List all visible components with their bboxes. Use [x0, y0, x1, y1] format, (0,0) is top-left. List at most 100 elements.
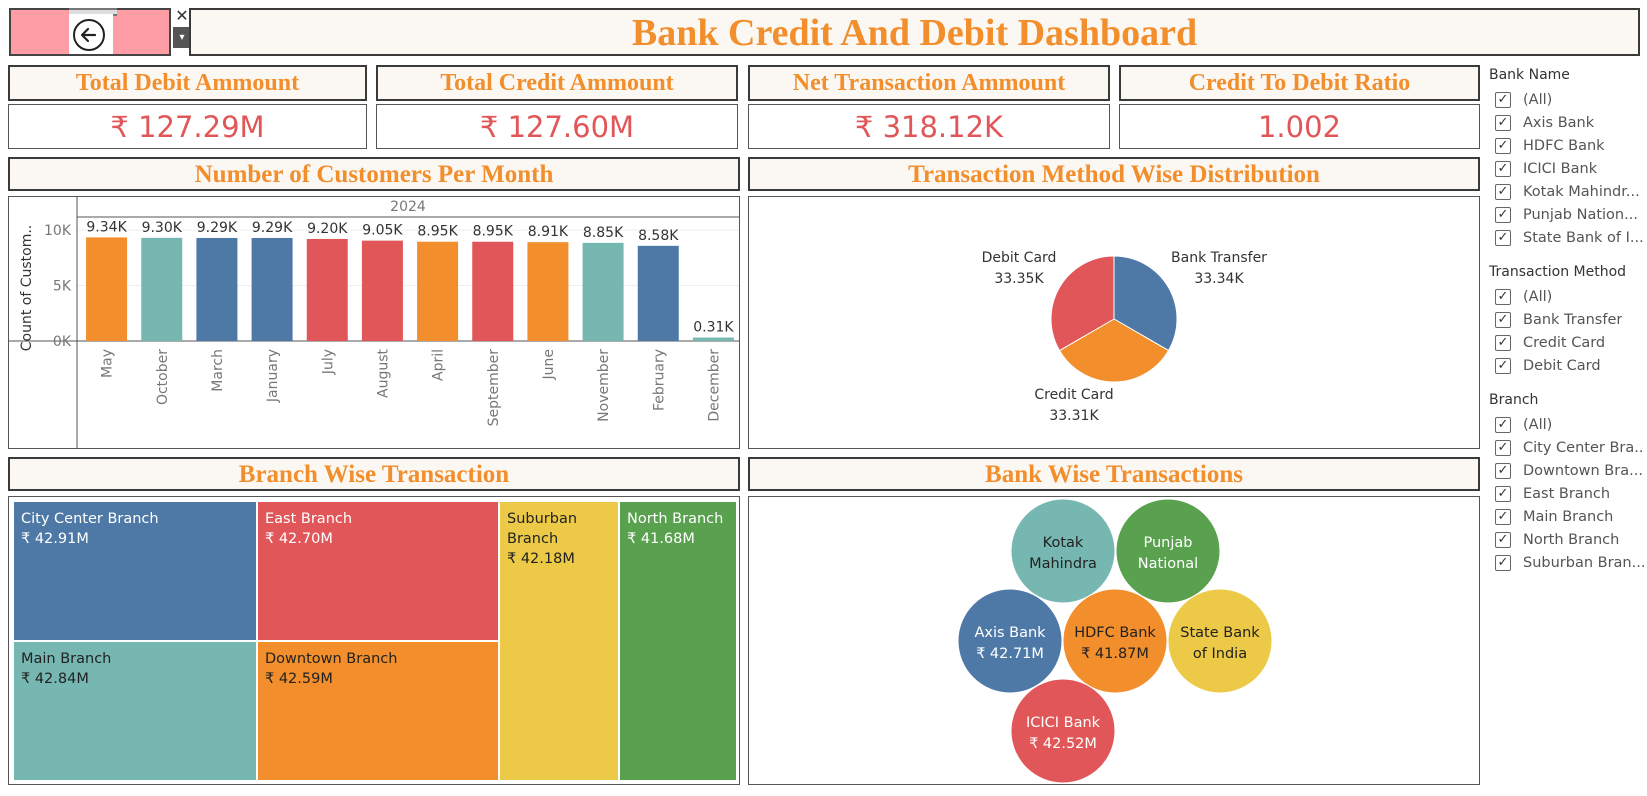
filter-option[interactable]: ✓ (All)	[1495, 89, 1645, 111]
method-distribution-title-text: Transaction Method Wise Distribution	[908, 161, 1320, 188]
bar-april[interactable]	[417, 241, 459, 341]
filter-option-label: Suburban Bran...	[1523, 555, 1645, 571]
close-icon[interactable]: ✕	[175, 6, 189, 25]
dropdown-icon[interactable]: ▾	[173, 27, 191, 48]
treemap-cell-main[interactable]: Main Branch ₹ 42.84M	[13, 641, 257, 781]
treemap-value: ₹ 42.59M	[265, 671, 333, 687]
checkbox[interactable]: ✓	[1495, 115, 1511, 131]
bar-data-label: 8.95K	[417, 224, 458, 240]
bar-september[interactable]	[472, 241, 514, 341]
bank-bubble-chart: Kotak Mahindra Punjab National Axis Bank…	[957, 498, 1273, 784]
treemap-cell-suburban[interactable]: Suburban Branch ₹ 42.18M	[499, 501, 619, 781]
filter-option[interactable]: ✓ Downtown Bra...	[1495, 460, 1645, 482]
bar-july[interactable]	[306, 238, 348, 341]
method-distribution-title: Transaction Method Wise Distribution	[748, 157, 1480, 191]
checkbox[interactable]: ✓	[1495, 138, 1511, 154]
filter-option[interactable]: ✓ Debit Card	[1495, 355, 1645, 377]
filter-option[interactable]: ✓ Credit Card	[1495, 332, 1645, 354]
treemap-value: ₹ 42.18M	[507, 551, 575, 567]
filter-option[interactable]: ✓ City Center Bra...	[1495, 437, 1645, 459]
checkbox[interactable]: ✓	[1495, 230, 1511, 246]
bar-data-label: 9.29K	[252, 220, 293, 236]
bar-march[interactable]	[196, 237, 238, 341]
filter-option[interactable]: ✓ Bank Transfer	[1495, 309, 1645, 331]
filter-option[interactable]: ✓ Kotak Mahindr...	[1495, 181, 1645, 203]
kpi-title-ratio: Credit To Debit Ratio	[1119, 65, 1480, 101]
treemap-cell-east[interactable]: East Branch ₹ 42.70M	[257, 501, 499, 641]
bar-data-label: 9.34K	[86, 219, 127, 235]
bar-august[interactable]	[361, 240, 403, 341]
filter-option[interactable]: ✓ ICICI Bank	[1495, 158, 1645, 180]
checkbox[interactable]: ✓	[1495, 335, 1511, 351]
checkbox[interactable]: ✓	[1495, 207, 1511, 223]
bubble-hdfc[interactable]: HDFC Bank ₹ 41.87M	[1062, 588, 1168, 694]
bar-data-label: 9.29K	[197, 220, 238, 236]
checkbox[interactable]: ✓	[1495, 532, 1511, 548]
bar-october[interactable]	[141, 237, 183, 341]
checkbox[interactable]: ✓	[1495, 509, 1511, 525]
pie-label-value: 33.34K	[1194, 271, 1244, 287]
checkbox[interactable]: ✓	[1495, 358, 1511, 374]
bar-data-label: 8.85K	[583, 225, 624, 241]
bar-december[interactable]	[692, 337, 734, 341]
checkbox[interactable]: ✓	[1495, 184, 1511, 200]
bubble-label: Mahindra	[1029, 556, 1097, 572]
filter-option[interactable]: ✓ State Bank of I...	[1495, 227, 1645, 249]
back-arrow-icon[interactable]	[73, 19, 105, 51]
checkbox[interactable]: ✓	[1495, 161, 1511, 177]
checkbox[interactable]: ✓	[1495, 92, 1511, 108]
bar-june[interactable]	[527, 242, 569, 341]
back-button[interactable]	[9, 8, 171, 56]
treemap-value: ₹ 42.70M	[265, 531, 333, 547]
filter-option[interactable]: ✓ Suburban Bran...	[1495, 552, 1645, 574]
filter-option[interactable]: ✓ East Branch	[1495, 483, 1645, 505]
filter-option[interactable]: ✓ HDFC Bank	[1495, 135, 1645, 157]
checkbox[interactable]: ✓	[1495, 440, 1511, 456]
kpi-value-credit: ₹ 127.60M	[376, 104, 738, 149]
checkbox[interactable]: ✓	[1495, 555, 1511, 571]
bar-may[interactable]	[86, 237, 128, 341]
filter-option-label: (All)	[1523, 92, 1553, 108]
bank-wise-title: Bank Wise Transactions	[748, 457, 1480, 491]
pie-slice-bank-transfer[interactable]	[1113, 255, 1178, 352]
method-pie-chart-panel: Bank Transfer 33.34K Credit Card 33.31K Debi…	[748, 196, 1480, 449]
treemap-cell-downtown[interactable]: Downtown Branch ₹ 42.59M	[257, 641, 499, 781]
filter-option[interactable]: ✓ Punjab Nation...	[1495, 204, 1645, 226]
bar-january[interactable]	[251, 237, 293, 341]
treemap-label: Downtown Branch	[265, 651, 398, 667]
checkbox[interactable]: ✓	[1495, 312, 1511, 328]
kpi-value-debit-text: ₹ 127.29M	[110, 110, 265, 144]
bubble-kotak[interactable]: Kotak Mahindra	[1010, 498, 1116, 604]
bar-data-label: 0.31K	[693, 320, 734, 336]
checkbox[interactable]: ✓	[1495, 463, 1511, 479]
x-tick-label: May	[100, 349, 116, 378]
pie-slice-credit-card[interactable]	[1058, 318, 1170, 383]
filter-option-label: Debit Card	[1523, 358, 1601, 374]
filter-option[interactable]: ✓ Axis Bank	[1495, 112, 1645, 134]
filter-option[interactable]: ✓ (All)	[1495, 414, 1645, 436]
treemap-cell-city-center[interactable]: City Center Branch ₹ 42.91M	[13, 501, 257, 641]
treemap-value: ₹ 42.84M	[21, 671, 89, 687]
bubble-axis[interactable]: Axis Bank ₹ 42.71M	[957, 588, 1063, 694]
bar-november[interactable]	[582, 242, 624, 341]
checkbox[interactable]: ✓	[1495, 289, 1511, 305]
filter-option[interactable]: ✓ (All)	[1495, 286, 1645, 308]
dashboard-title-text: Bank Credit And Debit Dashboard	[631, 12, 1198, 54]
bubble-label: HDFC Bank	[1074, 625, 1156, 641]
bubble-punjab[interactable]: Punjab National	[1115, 498, 1221, 604]
dashboard-title: Bank Credit And Debit Dashboard	[189, 8, 1640, 56]
bubble-label: State Bank	[1180, 625, 1260, 641]
treemap-cell-north[interactable]: North Branch ₹ 41.68M	[619, 501, 737, 781]
bubble-sbi[interactable]: State Bank of India	[1167, 588, 1273, 694]
filter-option[interactable]: ✓ Main Branch	[1495, 506, 1645, 528]
year-header: 2024	[390, 199, 426, 215]
filter-option[interactable]: ✓ North Branch	[1495, 529, 1645, 551]
checkbox[interactable]: ✓	[1495, 417, 1511, 433]
treemap-value: ₹ 42.91M	[21, 531, 89, 547]
checkbox[interactable]: ✓	[1495, 486, 1511, 502]
bubble-icici[interactable]: ICICI Bank ₹ 42.52M	[1010, 678, 1116, 784]
bubble-label: of India	[1193, 646, 1247, 662]
pie-slice-debit-card[interactable]	[1050, 255, 1115, 352]
bar-february[interactable]	[637, 245, 679, 341]
filter-option-label: Credit Card	[1523, 335, 1606, 351]
